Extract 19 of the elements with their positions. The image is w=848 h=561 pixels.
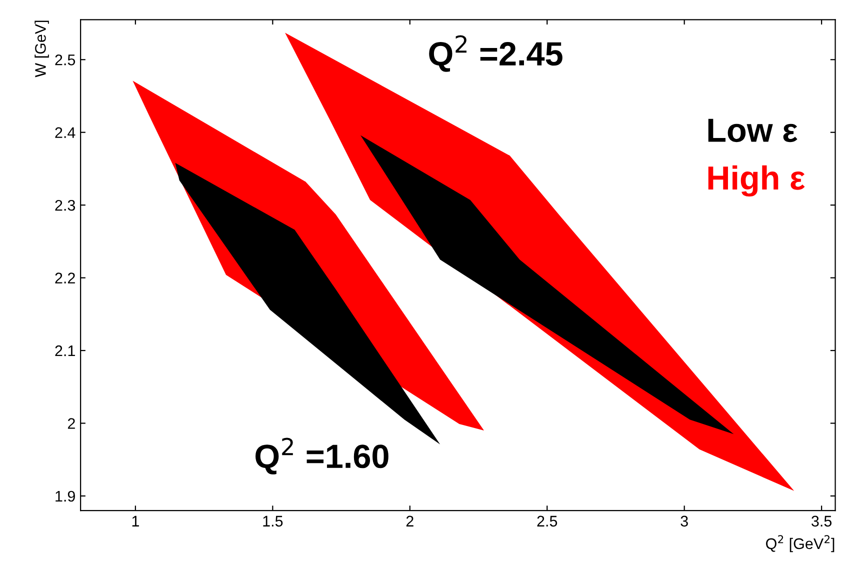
x-tick-label: 3 — [680, 516, 688, 527]
y-tick-label: 2.1 — [55, 345, 75, 356]
annotation: Q$^{2}$ =2.45 — [429, 35, 562, 72]
y-tick-label: 2.2 — [55, 272, 75, 284]
x-tick-label: 1.5 — [263, 516, 283, 527]
annotation: Q$^{2}$ =1.60 — [256, 438, 388, 474]
y-tick-label: 2.5 — [55, 54, 76, 66]
y-tick-label: 2 — [68, 418, 75, 429]
x-tick-label: 1 — [132, 516, 139, 526]
x-axis-title: Q$^{2}$ [GeV$^{2}$] — [766, 535, 834, 552]
x-tick-label: 2.5 — [537, 516, 558, 527]
y-tick-label: 2.4 — [55, 127, 76, 138]
text: High ε — [708, 165, 805, 197]
y-tick-label: 2.3 — [55, 200, 76, 211]
y-axis-title: W [GeV] — [34, 20, 49, 78]
x-tick-label: 3.5 — [812, 516, 832, 527]
x-tick-label: 2 — [406, 516, 414, 526]
legend-label: Low ε — [708, 118, 798, 142]
y-tick-label: 1.9 — [56, 490, 75, 502]
